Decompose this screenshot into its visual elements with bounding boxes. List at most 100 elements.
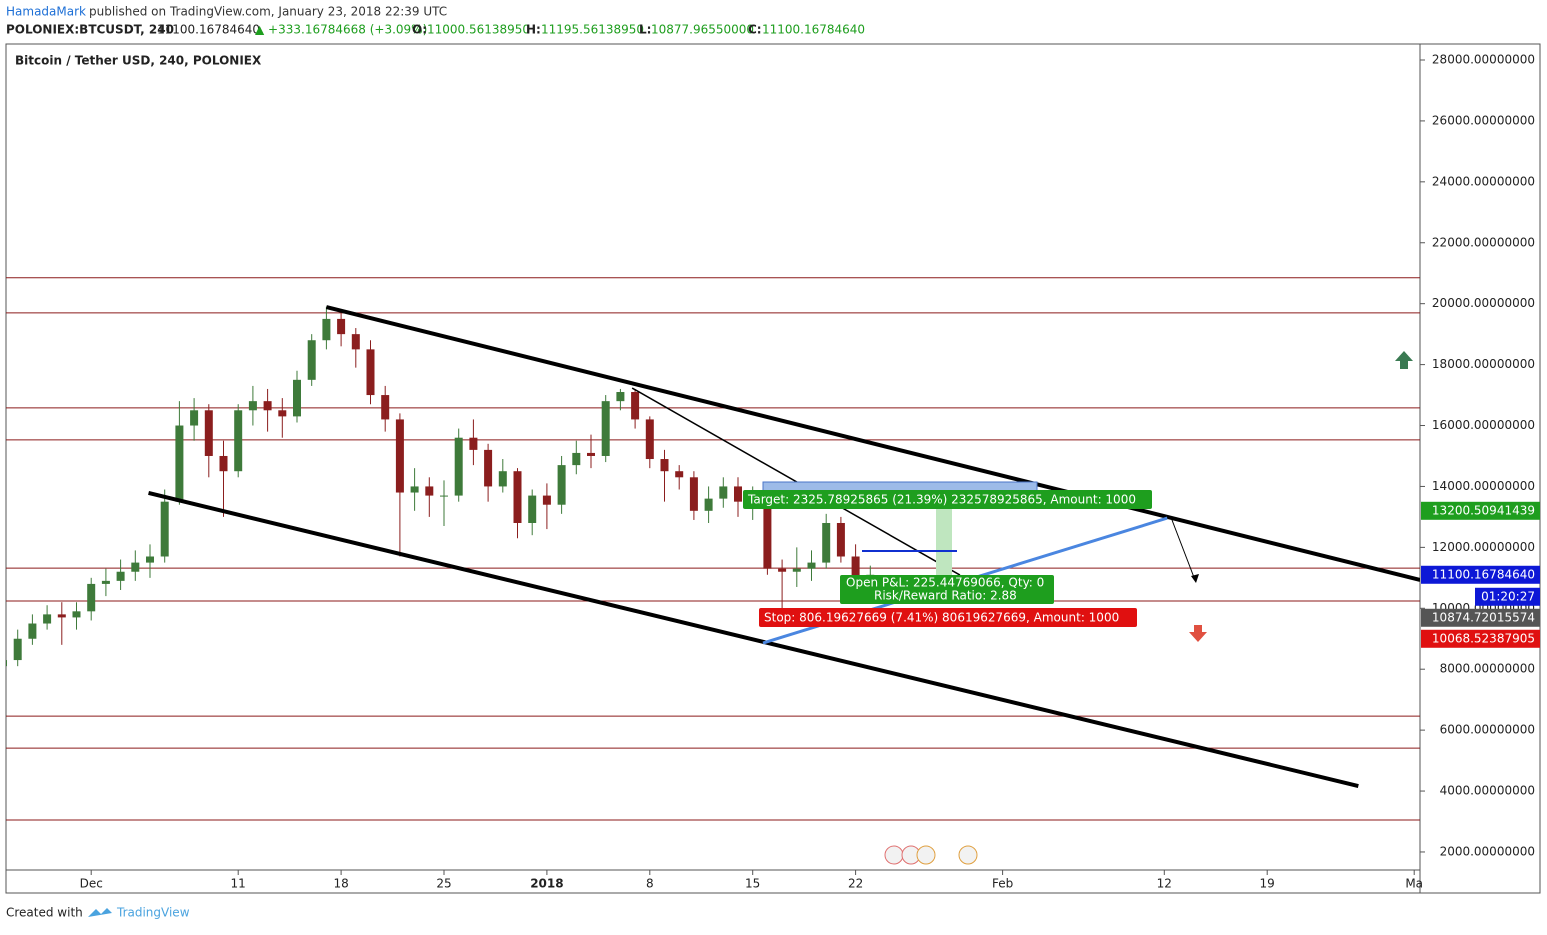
x-tick-label: Feb bbox=[992, 877, 1013, 891]
candle-body bbox=[572, 452, 581, 466]
symbol: POLONIEX:BTCUSDT, 240 bbox=[6, 23, 174, 37]
candle-body bbox=[293, 379, 301, 417]
l-label: L: bbox=[639, 23, 651, 37]
last-price: 11100.16784640 bbox=[157, 23, 260, 37]
candle-body bbox=[425, 486, 434, 496]
x-tick-label: Dec bbox=[80, 877, 103, 891]
candle-body bbox=[381, 395, 390, 420]
candle-body bbox=[57, 614, 66, 618]
change: ▲ +333.16784668 (+3.09%) bbox=[255, 23, 427, 37]
y-tick-label: 16000.00000000 bbox=[1432, 418, 1535, 432]
candle-body bbox=[248, 401, 257, 411]
candle-body bbox=[101, 580, 110, 584]
y-tick-label: 26000.00000000 bbox=[1432, 113, 1535, 127]
candle-body bbox=[587, 452, 595, 456]
x-tick-label: Ma bbox=[1405, 877, 1423, 891]
ratio-label: Risk/Reward Ratio: 2.88 bbox=[874, 589, 1017, 603]
candle-body bbox=[513, 471, 522, 523]
arrow-line bbox=[1171, 519, 1196, 581]
stop-label: Stop: 806.19627669 (7.41%) 80619627669, … bbox=[764, 611, 1119, 625]
footer-created: Created with bbox=[6, 906, 83, 920]
candle-body bbox=[440, 495, 448, 497]
price-badge-label: 13200.50941439 bbox=[1432, 503, 1535, 517]
chart-title: Bitcoin / Tether USD, 240, POLONIEX bbox=[15, 54, 262, 68]
candle-body bbox=[116, 571, 125, 581]
y-tick-label: 8000.00000000 bbox=[1440, 662, 1535, 676]
candle-body bbox=[278, 410, 287, 417]
y-tick-label: 24000.00000000 bbox=[1432, 174, 1535, 188]
candle-body bbox=[616, 392, 625, 402]
price-badge-label: 11100.16784640 bbox=[1432, 567, 1535, 581]
l-value: 10877.96550000 bbox=[651, 23, 754, 37]
candle-body bbox=[337, 318, 346, 335]
h-value: 11195.56138950 bbox=[541, 23, 644, 37]
y-tick-label: 4000.00000000 bbox=[1440, 784, 1535, 798]
up-arrow bbox=[1395, 351, 1413, 369]
candle-body bbox=[528, 495, 537, 523]
candle-body bbox=[351, 334, 360, 350]
candle-body bbox=[43, 614, 52, 624]
candle-body bbox=[72, 611, 81, 618]
candle-body bbox=[734, 486, 742, 502]
candle-body bbox=[557, 465, 566, 505]
y-tick-label: 18000.00000000 bbox=[1432, 357, 1535, 371]
footer-brand[interactable]: TradingView bbox=[116, 906, 190, 920]
y-tick-label: 2000.00000000 bbox=[1440, 844, 1535, 858]
y-tick-label: 28000.00000000 bbox=[1432, 52, 1535, 66]
candle-body bbox=[87, 583, 96, 612]
x-tick-label: 11 bbox=[231, 877, 246, 891]
x-tick-label: 18 bbox=[333, 877, 348, 891]
candle-body bbox=[498, 471, 507, 487]
author[interactable]: HamadaMark bbox=[6, 5, 86, 19]
candle-body bbox=[778, 568, 787, 572]
candle-body bbox=[719, 486, 728, 499]
x-tick-label: 12 bbox=[1157, 877, 1172, 891]
candle-body bbox=[704, 498, 713, 511]
stop-label-box bbox=[759, 608, 1137, 627]
frame bbox=[5, 43, 1541, 894]
arrow-head bbox=[1191, 574, 1199, 583]
candle-body bbox=[307, 340, 316, 380]
trend-line bbox=[148, 491, 1359, 788]
x-tick-label: 15 bbox=[745, 877, 760, 891]
candle-body bbox=[675, 471, 684, 478]
candle-body bbox=[322, 318, 331, 341]
pnl-label: Open P&L: 225.44769066, Qty: 0 bbox=[846, 576, 1044, 590]
candle-body bbox=[13, 638, 22, 661]
candle-body bbox=[851, 556, 860, 584]
candle-body bbox=[660, 459, 669, 472]
candle-body bbox=[28, 623, 37, 639]
candle-body bbox=[366, 349, 375, 396]
candle-body bbox=[601, 401, 610, 456]
trend-line bbox=[325, 305, 1420, 582]
c-label: C: bbox=[748, 23, 762, 37]
plot bbox=[6, 277, 1420, 821]
candle-body bbox=[822, 522, 831, 563]
candle-body bbox=[6, 660, 7, 667]
profit-zone bbox=[936, 500, 952, 580]
candle-body bbox=[204, 410, 213, 456]
o-value: 11000.56138950 bbox=[427, 23, 530, 37]
c-value: 11100.16784640 bbox=[762, 23, 865, 37]
y-tick-label: 12000.00000000 bbox=[1432, 540, 1535, 554]
down-arrow bbox=[1189, 625, 1207, 642]
candle-body bbox=[689, 477, 698, 511]
candle-body bbox=[836, 522, 845, 557]
candle-body bbox=[395, 419, 404, 493]
pnl-box bbox=[840, 575, 1054, 604]
candle-body bbox=[190, 410, 199, 426]
x-tick-label: 22 bbox=[848, 877, 863, 891]
event-icon bbox=[884, 845, 904, 865]
x-tick-label: 19 bbox=[1260, 877, 1275, 891]
target-label-box bbox=[743, 490, 1152, 509]
event-icon bbox=[958, 845, 978, 865]
candle-body bbox=[484, 449, 493, 487]
candle-body bbox=[410, 486, 419, 493]
candle-body bbox=[175, 425, 184, 502]
countdown-label: 01:20:27 bbox=[1481, 589, 1535, 603]
candle-body bbox=[234, 410, 243, 472]
candle-body bbox=[160, 501, 169, 557]
tv-logo bbox=[88, 908, 112, 917]
